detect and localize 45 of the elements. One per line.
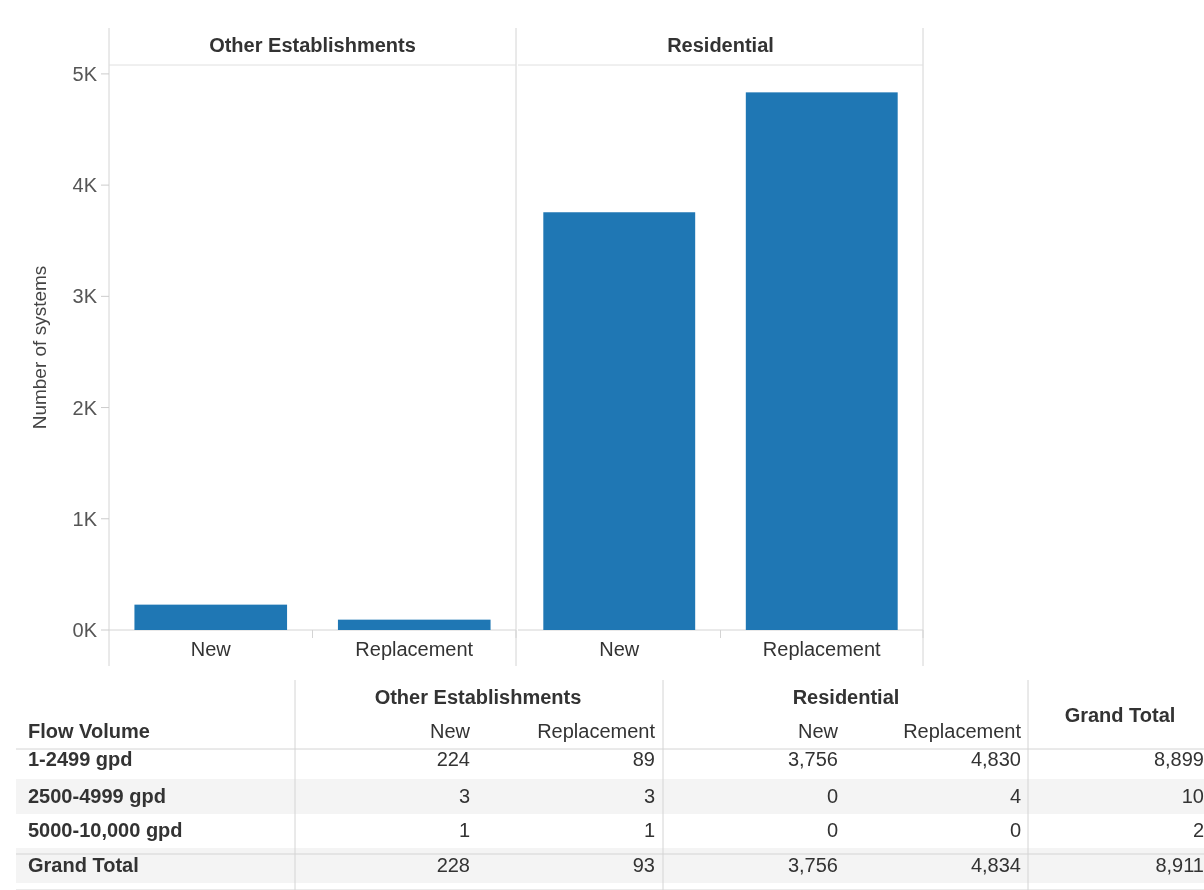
text: 228 [436,854,470,876]
text: 89 [632,748,655,770]
y-tick-label: 2K [72,396,98,419]
text: Flow Volume [28,720,150,742]
x-tick-label: Replacement [355,638,474,660]
text: 8,911 [1155,854,1204,876]
text: Replacement [537,720,656,742]
text: 5000-10,000 gpd [28,819,183,841]
x-tick-label: Replacement [762,638,882,660]
text: 4,830 [970,748,1021,770]
y-tick-label: 1K [72,507,98,530]
text: 224 [436,748,470,770]
text: 0 [1009,819,1021,841]
x-tick-label: New [599,638,640,660]
y-tick-label: 4K [72,174,98,197]
text: Residential [792,686,900,708]
text: 1-2499 gpd [28,748,133,770]
y-tick-label: 5K [72,62,98,85]
text: 4,834 [970,854,1021,876]
text: 93 [632,854,655,876]
text: 0 [826,785,838,807]
text: 2500-4999 gpd [28,785,166,807]
text: 10 [1181,785,1204,807]
text: 4 [1009,785,1021,807]
y-tick-label: 0K [72,619,98,641]
x-tick-label: New [190,638,232,660]
text: 3,756 [787,748,838,770]
chart-title: Other Establishments [209,34,416,56]
text: New [429,720,471,742]
text: 1 [458,819,470,841]
text: Other Establishments [374,686,582,708]
text: 0 [826,819,838,841]
text: 2 [1192,819,1204,841]
text: 3 [643,785,655,807]
chart-title: Residential [667,34,774,56]
text: New [797,720,839,742]
text: Replacement [903,720,1022,742]
y-axis-title: Number of systems [29,265,50,430]
text: 3 [458,785,470,807]
text: 1 [643,819,655,841]
text: 3,756 [787,854,838,876]
y-tick-label: 3K [72,285,98,308]
text: Grand Total [1064,704,1176,726]
text: 8,899 [1153,748,1204,770]
text: Grand Total [28,854,139,876]
